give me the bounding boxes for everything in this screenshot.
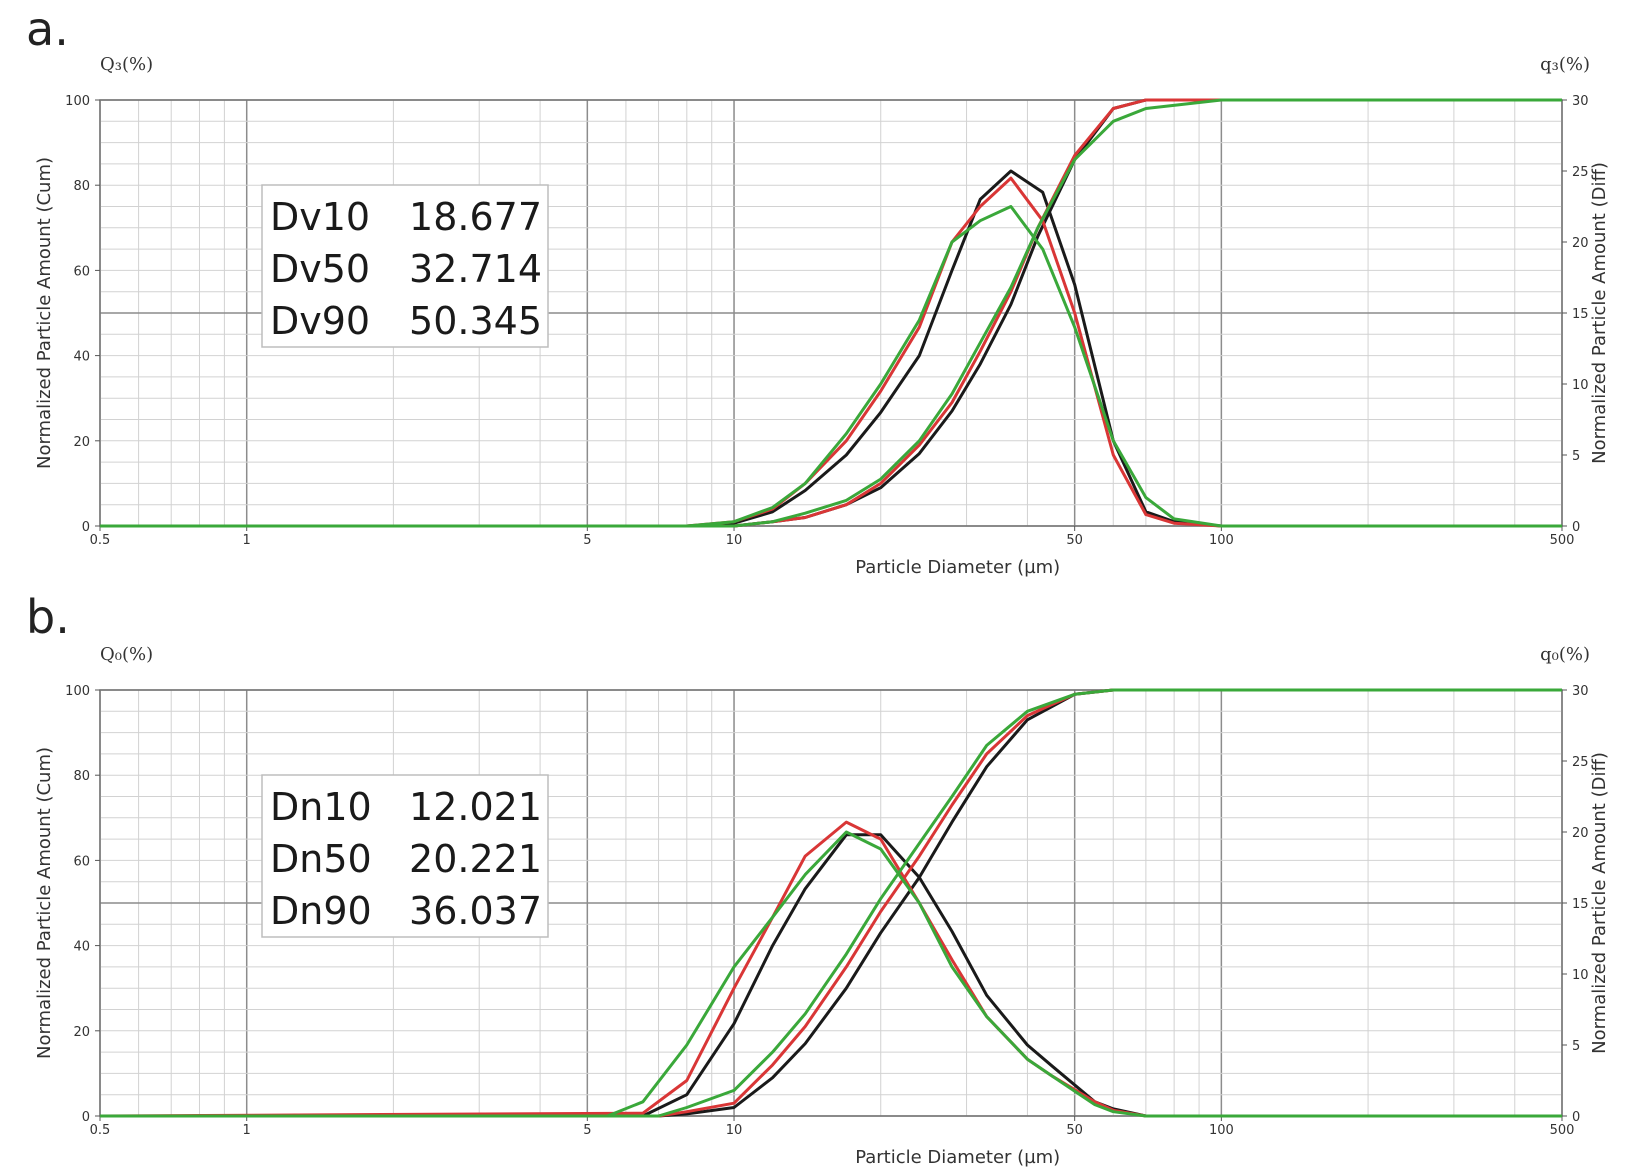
chart-a-corner-left-label: Q₃(%) [100,54,153,75]
chart-a-y-right-tick-label: 10 [1572,378,1589,393]
chart-b-y-left-tick-label: 80 [73,769,90,784]
chart-b-stat-value: 36.037 [409,889,542,933]
chart-b-corner-left-label: Q₀(%) [100,644,153,665]
chart-a-y-left-tick-label: 40 [73,350,90,365]
chart-a-stat-value: 32.714 [409,247,542,291]
chart-b-x-tick-label: 1 [243,1123,251,1138]
chart-a-stat-value: 50.345 [409,299,542,343]
chart-a-corner-right-label: q₃(%) [1540,54,1590,75]
chart-b-x-axis-title: Particle Diameter (µm) [855,1147,1060,1168]
chart-b-x-tick-label: 0.5 [90,1123,111,1138]
chart-a-x-tick-label: 1 [243,533,251,548]
chart-b-y-left-tick-label: 40 [73,940,90,955]
chart-b-y-right-axis-title: Normalized Particle Amount (Diff) [1589,752,1610,1054]
chart-a-stat-label: Dv50 [270,247,370,291]
chart-b-x-tick-label: 5 [583,1123,591,1138]
chart-a-y-right-axis-title: Normalized Particle Amount (Diff) [1589,162,1610,464]
chart-a-differential-green-line [100,205,1562,528]
chart-a-y-left-tick-label: 100 [65,94,90,109]
chart-a: 0.5 1 5 10 50 100 500020406080100051015202530P… [34,54,1610,578]
chart-b-y-left-tick-label: 20 [73,1025,90,1040]
chart-a-stat-label: Dv10 [270,195,370,239]
chart-a-y-right-tick-label: 5 [1572,449,1580,464]
chart-a-y-right-tick-label: 20 [1572,236,1589,251]
chart-b-differential-green-line [100,830,1562,1118]
chart-a-y-left-axis-title: Normalized Particle Amount (Cum) [34,157,55,469]
chart-a-x-tick-label: 10 [726,533,743,548]
chart-a-y-left-tick-label: 80 [73,179,90,194]
chart-a-y-right-tick-label: 15 [1572,307,1589,322]
chart-a-x-tick-label: 500 [1550,533,1575,548]
chart-a-x-tick-label: 100 [1209,533,1234,548]
chart-b-stat-label: Dn50 [270,837,372,881]
chart-a-y-right-tick-label: 25 [1572,165,1589,180]
chart-a-x-tick-label: 50 [1066,533,1083,548]
chart-b-stats-box-frame [261,774,549,938]
chart-b-x-tick-label: 500 [1550,1123,1575,1138]
chart-a-differential-black-line [100,169,1562,528]
chart-b-y-right-tick-label: 0 [1572,1110,1580,1125]
chart-b-cumulative-green-line [100,688,1562,1118]
chart-a-stat-label: Dv90 [270,299,370,343]
chart-b-series-group [99,688,1562,1118]
chart-b-stat-label: Dn10 [270,785,372,829]
chart-b-y-left-tick-label: 60 [73,854,90,869]
chart-b-y-right-tick-label: 5 [1572,1039,1580,1054]
chart-b: 0.5 1 5 10 50 100 500020406080100051015202530P… [34,644,1610,1168]
chart-b-stat-value: 20.221 [409,837,542,881]
chart-b-y-left-axis-title: Normalized Particle Amount (Cum) [34,747,55,1059]
chart-a-cumulative-green-line [100,98,1562,528]
chart-a-y-left-tick-label: 0 [82,520,90,535]
chart-a-y-right-tick-label: 30 [1572,94,1589,109]
chart-b-y-left-tick-label: 0 [82,1110,90,1125]
chart-b-stat-label: Dn90 [270,889,372,933]
chart-a-stat-value: 18.677 [409,195,542,239]
chart-a-x-axis-title: Particle Diameter (µm) [855,557,1060,578]
chart-b-y-right-tick-label: 20 [1572,826,1589,841]
chart-a-y-left-tick-label: 20 [73,435,90,450]
chart-a-series-group [100,98,1562,528]
chart-b-x-tick-label: 50 [1066,1123,1083,1138]
chart-b-y-left-tick-label: 100 [65,684,90,699]
chart-b-stats-box: Dn10 12.021 Dn50 20.221 Dn90 36.037 [261,774,549,938]
chart-b-y-right-tick-label: 30 [1572,684,1589,699]
chart-b-y-right-tick-label: 25 [1572,755,1589,770]
chart-a-stats-box: Dv10 18.677 Dv50 32.714 Dv90 50.345 [261,184,549,348]
chart-a-y-right-tick-label: 0 [1572,520,1580,535]
chart-a-x-tick-label: 0.5 [90,533,111,548]
chart-b-corner-right-label: q₀(%) [1540,644,1590,665]
chart-a-stats-box-frame [261,184,549,348]
panel-b-label: b. [26,590,70,644]
panel-a-label: a. [26,2,69,56]
chart-a-x-tick-label: 5 [583,533,591,548]
chart-b-y-right-tick-label: 15 [1572,897,1589,912]
chart-a-y-left-tick-label: 60 [73,264,90,279]
chart-b-stat-value: 12.021 [409,785,542,829]
chart-b-y-right-tick-label: 10 [1572,968,1589,983]
chart-b-x-tick-label: 10 [726,1123,743,1138]
chart-b-x-tick-label: 100 [1209,1123,1234,1138]
